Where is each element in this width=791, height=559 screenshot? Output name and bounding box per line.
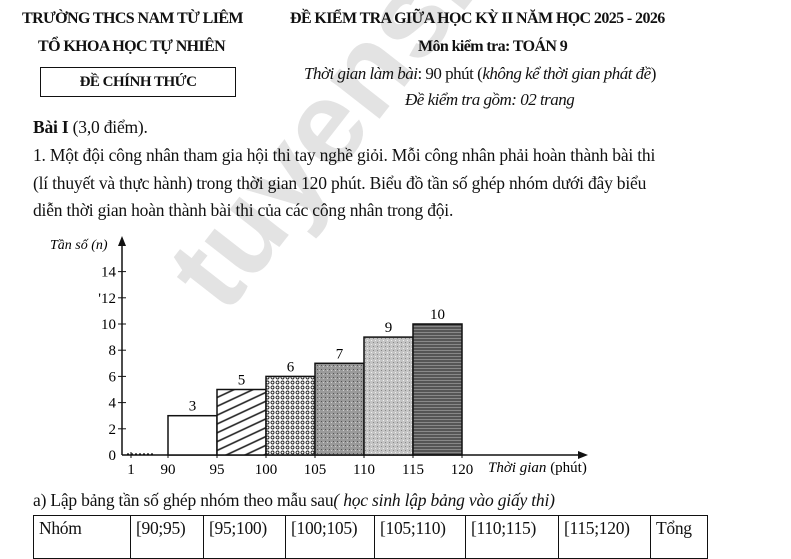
x-tick-label: 115 — [402, 462, 424, 478]
table-header-cell: [95;100) — [203, 515, 286, 559]
y-tick-label: 8 — [109, 343, 117, 359]
x-tick-label: 110 — [353, 462, 375, 478]
x-axis-label-name: Thời gian — [488, 460, 546, 476]
bar-data-label: 7 — [336, 346, 344, 362]
y-tick-label: 2 — [109, 422, 117, 438]
table-header-cell: [115;120) — [558, 515, 651, 559]
task-a: a) Lập bảng tần số ghép nhóm theo mẫu sa… — [33, 490, 555, 511]
bar-data-label: 3 — [189, 399, 197, 415]
histogram-bar — [265, 375, 316, 456]
y-tick-label: 10 — [101, 317, 116, 333]
x-tick-label: 100 — [255, 462, 278, 478]
x-tick-label: 95 — [210, 462, 225, 478]
school-name: TRƯỜNG THCS NAM TỪ LIÊM — [22, 10, 243, 27]
exam-title: ĐỀ KIỂM TRA GIỮA HỌC KỲ II NĂM HỌC 2025 … — [290, 10, 665, 27]
time-prefix: Thời gian làm bài — [304, 64, 418, 83]
bar-data-label: 6 — [287, 359, 295, 375]
time-suffix: ) — [650, 64, 657, 83]
bar-data-label: 9 — [385, 320, 393, 336]
x-axis-label: Thời gian (phút) — [488, 460, 587, 476]
paragraph-line: (lí thuyết và thực hành) trong thời gian… — [33, 173, 647, 193]
x-tick-label: 1 — [127, 462, 135, 478]
section-points: (3,0 điểm). — [68, 117, 148, 137]
time-info: Thời gian làm bài: 90 phút (không kể thờ… — [304, 64, 656, 84]
table-header-cell: [90;95) — [130, 515, 204, 559]
histogram-bar — [314, 362, 365, 456]
bar-data-label: 10 — [430, 307, 445, 323]
x-axis-label-unit: (phút) — [550, 460, 587, 476]
x-axis-arrow-icon — [578, 451, 588, 459]
y-tick-label: 0 — [109, 448, 117, 464]
y-tick-label: 6 — [109, 369, 117, 385]
y-axis-label: Tần số (n) — [50, 238, 108, 253]
time-value: : 90 phút ( — [417, 64, 483, 83]
x-tick-label: 105 — [304, 462, 327, 478]
y-tick-label: 14 — [101, 265, 117, 281]
official-label: ĐỀ CHÍNH THỨC — [40, 67, 236, 97]
paragraph-line: 1. Một đội công nhân tham gia hội thi ta… — [33, 145, 656, 165]
x-tick-label: 90 — [161, 462, 176, 478]
table-header-cell: Tổng — [650, 515, 708, 559]
table-header-cell: [105;110) — [374, 515, 466, 559]
section-title-bold: Bài I — [33, 117, 69, 137]
section-title: Bài I (3,0 điểm). — [33, 117, 148, 138]
y-axis-arrow-icon — [118, 236, 126, 246]
frequency-table: Nhóm [90;95) [95;100) [100;105) [105;110… — [33, 515, 708, 559]
task-a-note: ( học sinh lập bảng vào giấy thi) — [333, 490, 555, 510]
histogram-bar — [216, 388, 267, 456]
time-note: không kể thời gian phát đề — [482, 64, 651, 83]
histogram-bar — [363, 336, 414, 456]
table-header-cell: [110;115) — [465, 515, 559, 559]
y-tick-label: 4 — [109, 396, 117, 412]
department-name: TỔ KHOA HỌC TỰ NHIÊN — [38, 38, 226, 55]
table-header-cell: [100;105) — [285, 515, 375, 559]
bar-data-label: 5 — [238, 373, 246, 389]
page-count: Đề kiểm tra gồm: 02 trang — [405, 90, 575, 109]
subject: Môn kiểm tra: TOÁN 9 — [418, 38, 568, 55]
histogram-bar — [167, 414, 218, 456]
task-a-text: a) Lập bảng tần số ghép nhóm theo mẫu sa… — [33, 490, 334, 510]
y-tick-label: '12 — [98, 291, 116, 307]
table-row: Nhóm [90;95) [95;100) [100;105) [105;110… — [33, 515, 708, 559]
paragraph-line: diễn thời gian hoàn thành bài thi của cá… — [33, 200, 454, 220]
table-header-cell: Nhóm — [33, 515, 131, 559]
histogram-bar — [412, 323, 463, 456]
x-tick-label: 120 — [451, 462, 474, 478]
